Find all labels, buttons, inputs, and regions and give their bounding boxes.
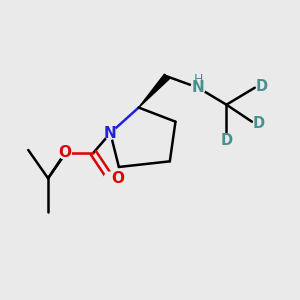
Circle shape — [191, 81, 205, 95]
Text: H: H — [194, 73, 203, 86]
Circle shape — [104, 127, 117, 139]
Circle shape — [59, 147, 71, 159]
Text: N: N — [192, 80, 205, 95]
Polygon shape — [139, 74, 169, 107]
Text: O: O — [111, 171, 124, 186]
Text: D: D — [256, 79, 268, 94]
Text: O: O — [58, 145, 72, 160]
Circle shape — [104, 172, 117, 184]
Text: N: N — [104, 125, 117, 140]
Text: D: D — [253, 116, 265, 130]
Text: D: D — [220, 134, 232, 148]
